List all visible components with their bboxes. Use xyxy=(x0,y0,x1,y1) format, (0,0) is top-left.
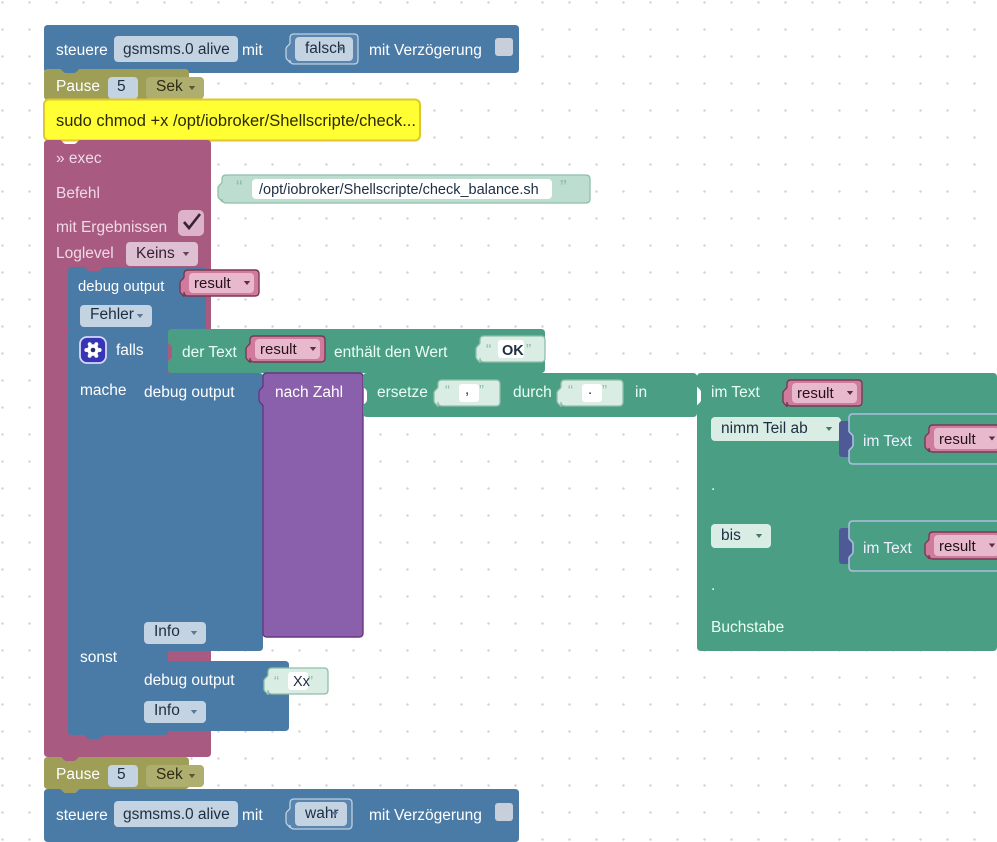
svg-text:Info: Info xyxy=(154,702,180,719)
svg-text:im Text: im Text xyxy=(863,433,913,450)
svg-text:debug output: debug output xyxy=(144,672,235,689)
svg-text:Loglevel: Loglevel xyxy=(56,245,114,262)
svg-text:“: “ xyxy=(486,342,491,359)
svg-text:“: “ xyxy=(236,177,243,199)
svg-text:debug output: debug output xyxy=(144,384,235,401)
svg-text:gsmsms.0 alive: gsmsms.0 alive xyxy=(123,806,230,823)
svg-text:mit: mit xyxy=(242,807,263,824)
svg-text:.: . xyxy=(711,577,715,594)
svg-text:result: result xyxy=(260,341,298,358)
svg-text:im Text: im Text xyxy=(711,384,761,401)
svg-text:”: ” xyxy=(560,177,567,199)
svg-text:mit: mit xyxy=(242,42,263,59)
svg-text:result: result xyxy=(194,275,232,292)
svg-text:durch: durch xyxy=(513,384,552,401)
svg-text:nimm Teil ab: nimm Teil ab xyxy=(721,420,808,437)
svg-text:bis: bis xyxy=(721,527,741,544)
svg-text:Info: Info xyxy=(154,623,180,640)
svg-text:nach Zahl: nach Zahl xyxy=(275,384,343,401)
svg-text:”: ” xyxy=(526,342,531,359)
svg-text:Buchstabe: Buchstabe xyxy=(711,619,784,636)
svg-text:”: ” xyxy=(308,673,313,690)
svg-text:”: ” xyxy=(479,382,484,399)
svg-text:debug output: debug output xyxy=(78,279,164,295)
svg-text:Pause: Pause xyxy=(56,78,100,95)
svg-text:result: result xyxy=(939,431,977,448)
svg-text:mit Verzögerung: mit Verzögerung xyxy=(369,42,482,59)
svg-text:Pause: Pause xyxy=(56,766,100,783)
svg-text:Fehler: Fehler xyxy=(90,306,134,323)
svg-text:ersetze: ersetze xyxy=(377,384,428,401)
svg-text:mache: mache xyxy=(80,382,127,399)
svg-text:,: , xyxy=(465,381,469,398)
svg-text:sonst: sonst xyxy=(80,649,118,666)
svg-text:mit Ergebnissen: mit Ergebnissen xyxy=(56,219,167,236)
svg-text:steuere: steuere xyxy=(56,42,108,59)
svg-text:» exec: » exec xyxy=(56,150,102,167)
svg-text:Sek: Sek xyxy=(156,766,183,783)
svg-text:sudo chmod +x /opt/iobroker/Sh: sudo chmod +x /opt/iobroker/Shellscripte… xyxy=(56,112,416,130)
svg-text:gsmsms.0 alive: gsmsms.0 alive xyxy=(123,41,230,58)
svg-text:steuere: steuere xyxy=(56,807,108,824)
svg-text:5: 5 xyxy=(117,78,126,95)
svg-text:/opt/iobroker/Shellscripte/che: /opt/iobroker/Shellscripte/check_balance… xyxy=(259,182,539,198)
svg-text:OK: OK xyxy=(502,343,524,359)
svg-text:in: in xyxy=(635,384,647,401)
svg-text:mit Verzögerung: mit Verzögerung xyxy=(369,807,482,824)
svg-text:“: “ xyxy=(445,382,450,399)
svg-text:“: “ xyxy=(274,673,279,690)
svg-text:result: result xyxy=(797,385,835,402)
svg-text:5: 5 xyxy=(117,766,126,783)
svg-text:”: ” xyxy=(602,382,607,399)
svg-text:enthält den Wert: enthält den Wert xyxy=(334,344,448,361)
svg-text:Keins: Keins xyxy=(136,245,175,262)
svg-text:Sek: Sek xyxy=(156,78,183,95)
svg-text:.: . xyxy=(588,381,592,398)
svg-text:der Text: der Text xyxy=(182,344,238,361)
svg-text:result: result xyxy=(939,538,977,555)
svg-text:.: . xyxy=(711,477,715,494)
svg-text:“: “ xyxy=(568,382,573,399)
svg-text:falls: falls xyxy=(116,342,144,359)
svg-text:im Text: im Text xyxy=(863,540,913,557)
svg-text:Befehl: Befehl xyxy=(56,185,100,202)
